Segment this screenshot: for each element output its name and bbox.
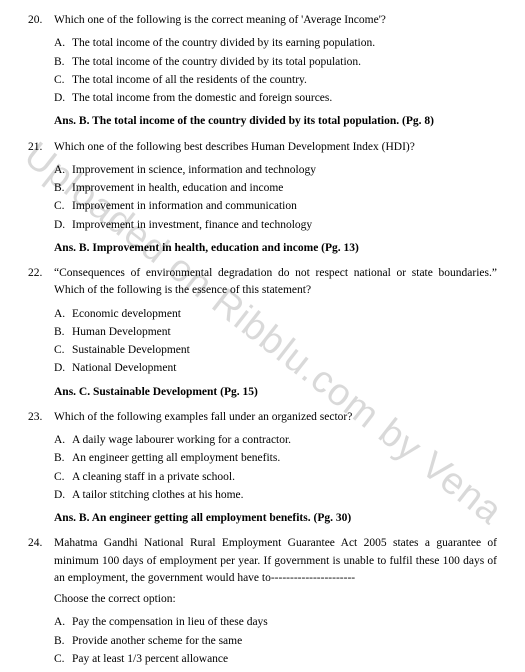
option-letter: A. xyxy=(54,162,72,179)
option-letter: C. xyxy=(54,72,72,89)
option-text: A cleaning staff in a private school. xyxy=(72,469,235,486)
question-text: Which of the following examples fall und… xyxy=(54,409,497,426)
option-row: B.Human Development xyxy=(54,324,497,341)
question-number: 24. xyxy=(28,535,54,552)
question-row: 21.Which one of the following best descr… xyxy=(28,139,497,156)
document-page: Uploaded on Ribblu.com by Vena 20.Which … xyxy=(0,0,525,668)
answer-text: Ans. B. An engineer getting all employme… xyxy=(54,510,497,527)
option-letter: C. xyxy=(54,651,72,668)
option-letter: B. xyxy=(54,633,72,650)
question-text: “Consequences of environmental degradati… xyxy=(54,265,497,300)
options-list: A.The total income of the country divide… xyxy=(54,35,497,107)
options-list: A.Pay the compensation in lieu of these … xyxy=(54,614,497,668)
option-row: C.A cleaning staff in a private school. xyxy=(54,469,497,486)
option-text: The total income from the domestic and f… xyxy=(72,90,332,107)
option-letter: A. xyxy=(54,306,72,323)
option-text: National Development xyxy=(72,360,176,377)
options-list: A.A daily wage labourer working for a co… xyxy=(54,432,497,504)
option-row: C.Improvement in information and communi… xyxy=(54,198,497,215)
question: 22.“Consequences of environmental degrad… xyxy=(28,265,497,401)
options-list: A.Improvement in science, information an… xyxy=(54,162,497,234)
option-text: A daily wage labourer working for a cont… xyxy=(72,432,291,449)
answer-text: Ans. B. The total income of the country … xyxy=(54,113,497,130)
option-letter: A. xyxy=(54,35,72,52)
question-row: 24.Mahatma Gandhi National Rural Employm… xyxy=(28,535,497,587)
option-text: Improvement in science, information and … xyxy=(72,162,316,179)
option-letter: C. xyxy=(54,342,72,359)
option-letter: B. xyxy=(54,54,72,71)
option-text: Economic development xyxy=(72,306,181,323)
option-letter: A. xyxy=(54,432,72,449)
option-letter: D. xyxy=(54,217,72,234)
option-row: A.Economic development xyxy=(54,306,497,323)
options-list: A.Economic developmentB.Human Developmen… xyxy=(54,306,497,378)
option-text: Pay at least 1/3 percent allowance xyxy=(72,651,228,668)
question-number: 23. xyxy=(28,409,54,426)
option-letter: B. xyxy=(54,180,72,197)
option-row: A.The total income of the country divide… xyxy=(54,35,497,52)
option-text: Improvement in health, education and inc… xyxy=(72,180,283,197)
option-letter: C. xyxy=(54,469,72,486)
question-row: 23.Which of the following examples fall … xyxy=(28,409,497,426)
question-number: 22. xyxy=(28,265,54,282)
question: 20.Which one of the following is the cor… xyxy=(28,12,497,131)
option-row: B.The total income of the country divide… xyxy=(54,54,497,71)
option-text: Sustainable Development xyxy=(72,342,190,359)
option-row: D.Improvement in investment, finance and… xyxy=(54,217,497,234)
option-letter: D. xyxy=(54,360,72,377)
question: 21.Which one of the following best descr… xyxy=(28,139,497,258)
option-text: An engineer getting all employment benef… xyxy=(72,450,280,467)
option-row: C.Sustainable Development xyxy=(54,342,497,359)
option-row: D.National Development xyxy=(54,360,497,377)
option-text: Human Development xyxy=(72,324,171,341)
option-text: Improvement in information and communica… xyxy=(72,198,297,215)
option-text: Provide another scheme for the same xyxy=(72,633,242,650)
option-letter: B. xyxy=(54,450,72,467)
option-row: B.Improvement in health, education and i… xyxy=(54,180,497,197)
option-row: A.Improvement in science, information an… xyxy=(54,162,497,179)
option-row: B.An engineer getting all employment ben… xyxy=(54,450,497,467)
question-text: Mahatma Gandhi National Rural Employment… xyxy=(54,535,497,587)
question: 24.Mahatma Gandhi National Rural Employm… xyxy=(28,535,497,668)
option-text: The total income of all the residents of… xyxy=(72,72,307,89)
question-row: 22.“Consequences of environmental degrad… xyxy=(28,265,497,300)
question: 23.Which of the following examples fall … xyxy=(28,409,497,528)
option-row: C.The total income of all the residents … xyxy=(54,72,497,89)
option-text: The total income of the country divided … xyxy=(72,54,361,71)
answer-text: Ans. C. Sustainable Development (Pg. 15) xyxy=(54,384,497,401)
content-container: 20.Which one of the following is the cor… xyxy=(28,12,497,668)
option-row: A.A daily wage labourer working for a co… xyxy=(54,432,497,449)
option-row: C.Pay at least 1/3 percent allowance xyxy=(54,651,497,668)
question-row: 20.Which one of the following is the cor… xyxy=(28,12,497,29)
option-text: Improvement in investment, finance and t… xyxy=(72,217,312,234)
answer-text: Ans. B. Improvement in health, education… xyxy=(54,240,497,257)
option-row: B.Provide another scheme for the same xyxy=(54,633,497,650)
option-letter: D. xyxy=(54,90,72,107)
option-row: D.A tailor stitching clothes at his home… xyxy=(54,487,497,504)
option-letter: B. xyxy=(54,324,72,341)
option-text: Pay the compensation in lieu of these da… xyxy=(72,614,268,631)
option-row: A.Pay the compensation in lieu of these … xyxy=(54,614,497,631)
option-letter: C. xyxy=(54,198,72,215)
question-number: 21. xyxy=(28,139,54,156)
option-text: The total income of the country divided … xyxy=(72,35,375,52)
sub-prompt: Choose the correct option: xyxy=(54,591,497,608)
question-text: Which one of the following best describe… xyxy=(54,139,497,156)
question-text: Which one of the following is the correc… xyxy=(54,12,497,29)
option-letter: D. xyxy=(54,487,72,504)
option-letter: A. xyxy=(54,614,72,631)
option-row: D.The total income from the domestic and… xyxy=(54,90,497,107)
option-text: A tailor stitching clothes at his home. xyxy=(72,487,244,504)
question-number: 20. xyxy=(28,12,54,29)
